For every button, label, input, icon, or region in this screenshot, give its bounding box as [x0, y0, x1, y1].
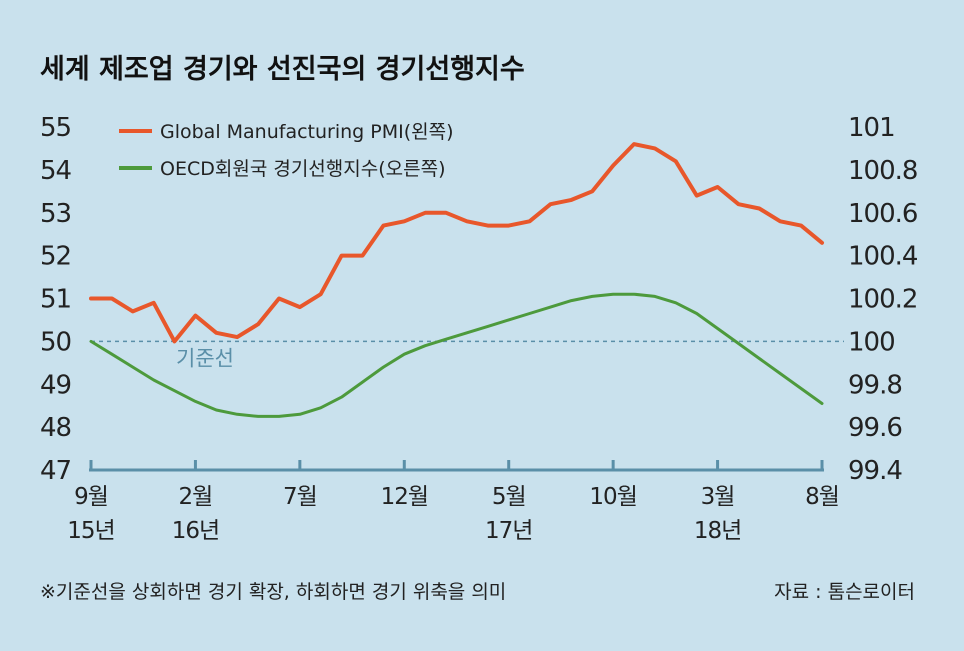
- left-tick-label: 50: [40, 327, 71, 357]
- series-lines: [89, 142, 824, 418]
- x-tick-label-month: 10월: [589, 484, 636, 510]
- x-tick-label-year: 16년: [172, 518, 219, 544]
- source-credit: 자료 : 톰슨로이터: [774, 581, 915, 603]
- left-tick-label: 53: [40, 199, 71, 229]
- right-tick-label: 99.8: [848, 370, 902, 400]
- x-tick-label-month: 2월: [179, 484, 213, 510]
- legend-label: OECD회원국 경기선행지수(오른쪽): [160, 158, 445, 180]
- x-tick-label-year: 17년: [485, 518, 532, 544]
- baseline-label: 기준선: [176, 346, 234, 370]
- right-tick-label: 100.6: [848, 199, 917, 229]
- left-tick-label: 48: [40, 413, 71, 443]
- left-tick-label: 47: [40, 456, 71, 486]
- right-tick-label: 100.4: [848, 242, 918, 272]
- right-tick-label: 100.8: [848, 156, 917, 186]
- right-tick-label: 99.4: [848, 456, 902, 486]
- left-tick-label: 55: [40, 113, 71, 143]
- x-tick-label-year: 15년: [67, 518, 114, 544]
- legend: Global Manufacturing PMI(왼쪽) OECD회원국 경기선행…: [119, 121, 454, 180]
- x-tick-label-month: 9월: [74, 484, 108, 510]
- axes: 55 54 53 52 51 50 49 48 47 101 100.8 100.6 100.4 100.…: [40, 113, 919, 544]
- series-line-oecd: [89, 292, 824, 418]
- x-tick-label-month: 12월: [381, 484, 428, 510]
- left-tick-label: 51: [40, 285, 71, 315]
- x-tick-label-month: 7월: [283, 484, 317, 510]
- x-tick-label-month: 8월: [805, 484, 839, 510]
- x-tick-label-month: 3월: [701, 484, 735, 510]
- right-tick-label: 100.2: [848, 285, 917, 315]
- series-line-pmi: [89, 142, 824, 344]
- right-tick-label: 101: [848, 113, 895, 143]
- x-tick-label-month: 5월: [492, 484, 526, 510]
- right-tick-label: 99.6: [848, 413, 902, 443]
- right-tick-label: 100: [848, 327, 895, 357]
- left-tick-label: 54: [40, 156, 72, 186]
- left-tick-label: 49: [40, 370, 71, 400]
- chart-title: 세계 제조업 경기와 선진국의 경기선행지수: [40, 54, 525, 85]
- x-tick-label-year: 18년: [694, 518, 741, 544]
- legend-label: Global Manufacturing PMI(왼쪽): [160, 121, 454, 143]
- footnote: ※기준선을 상회하면 경기 확장, 하회하면 경기 위축을 의미: [40, 581, 506, 603]
- left-tick-label: 52: [40, 242, 71, 272]
